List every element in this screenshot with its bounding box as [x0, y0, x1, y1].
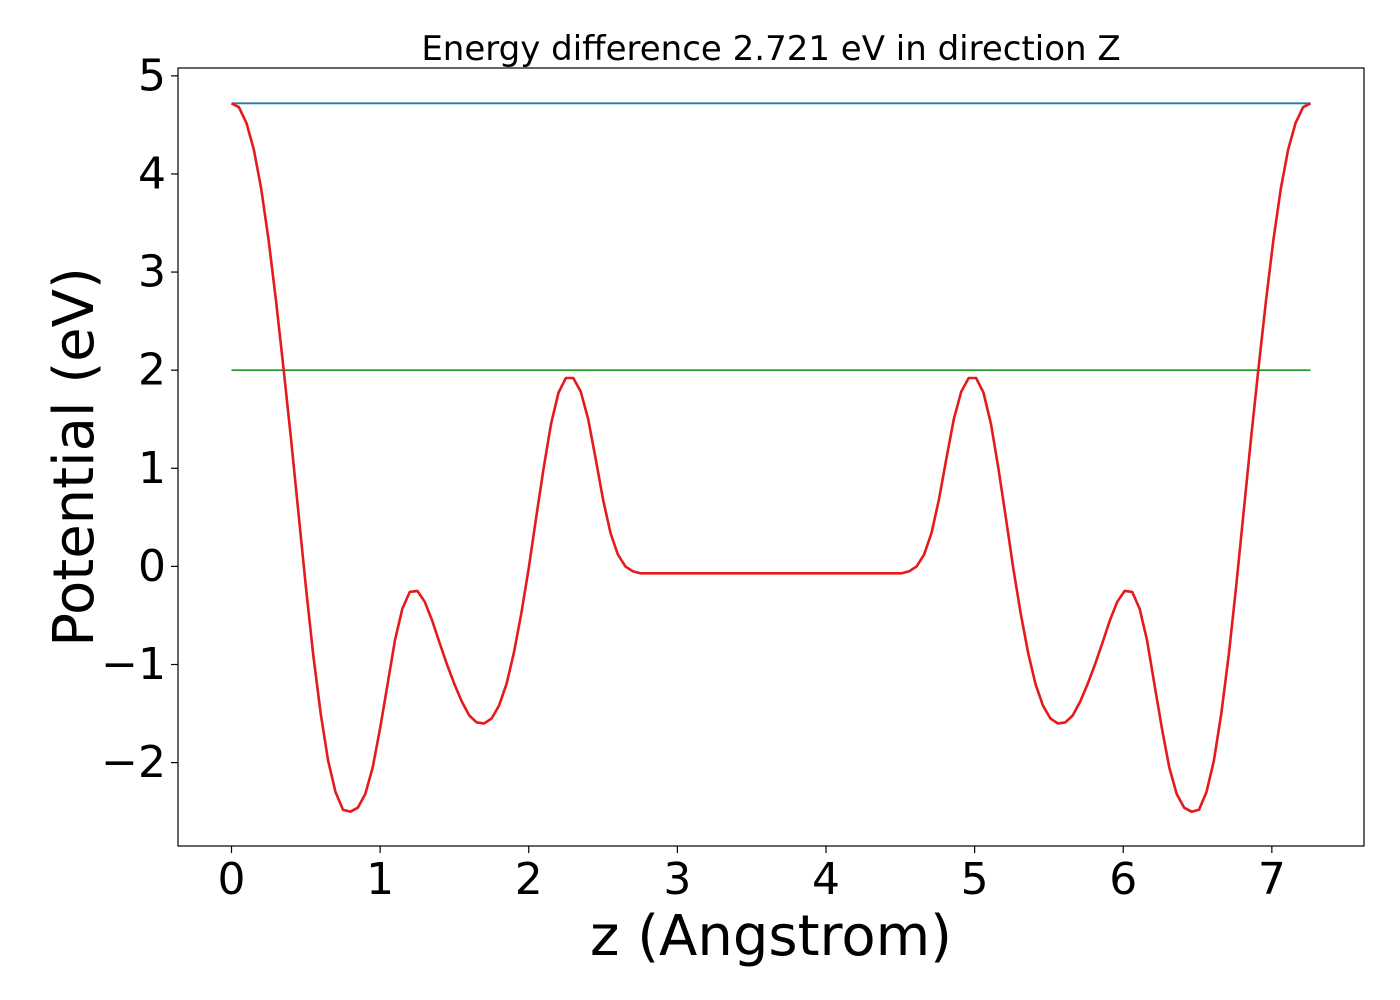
chart-title: Energy difference 2.721 eV in direction … [421, 29, 1120, 69]
y-tick-label: 0 [138, 541, 166, 592]
potential-curve [230, 102, 1312, 814]
y-axis-title: Potential (eV) [42, 267, 107, 647]
y-tick-label: 2 [138, 345, 166, 396]
x-tick-label: 5 [961, 854, 989, 905]
y-axis-ticks: −2 −1 0 1 2 3 4 5 [101, 50, 178, 788]
x-tick-label: 7 [1258, 854, 1286, 905]
x-axis-ticks: 0 1 2 3 4 5 6 7 [218, 846, 1286, 905]
y-tick-label: −1 [101, 639, 166, 690]
y-tick-label: 5 [138, 50, 166, 101]
x-tick-label: 1 [366, 854, 394, 905]
y-tick-label: 3 [138, 247, 166, 298]
x-axis-title: z (Angstrom) [590, 904, 952, 969]
x-tick-label: 4 [812, 854, 840, 905]
series-layer [230, 102, 1312, 814]
y-tick-label: 4 [138, 148, 166, 199]
x-tick-label: 3 [663, 854, 691, 905]
plot-frame [177, 67, 1365, 847]
x-tick-label: 0 [218, 854, 246, 905]
x-tick-label: 6 [1109, 854, 1137, 905]
y-tick-label: −2 [101, 737, 166, 788]
x-tick-label: 2 [515, 854, 543, 905]
y-tick-label: 1 [138, 443, 166, 494]
